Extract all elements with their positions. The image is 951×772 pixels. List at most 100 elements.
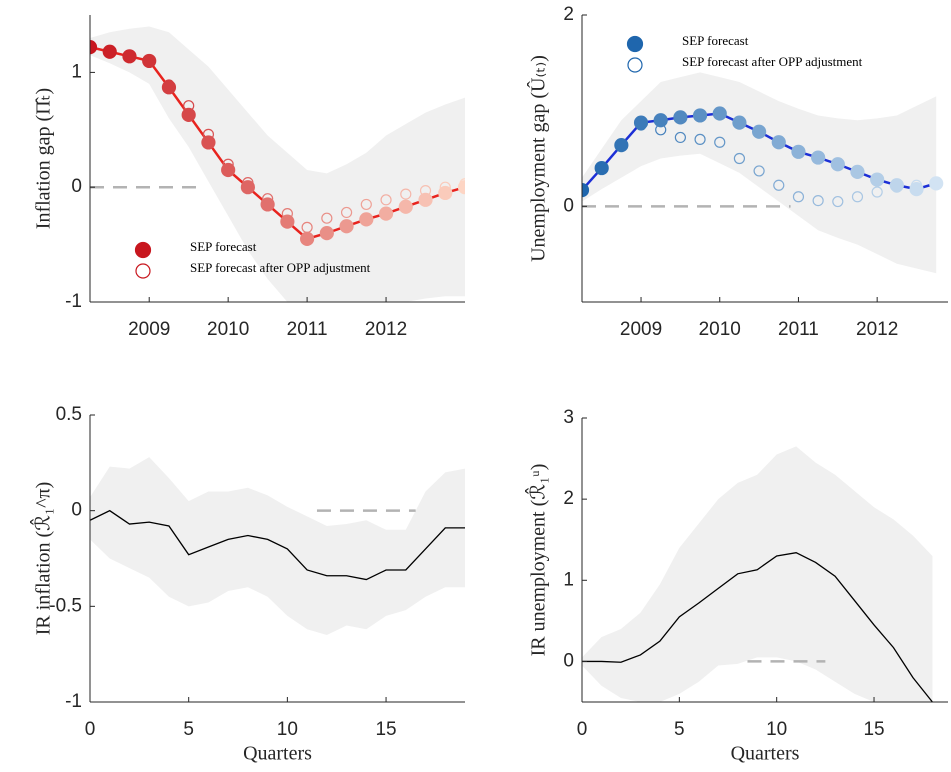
marker: [438, 185, 453, 201]
x-tick-label: 2011: [287, 319, 328, 340]
marker: [439, 181, 451, 193]
x-tick-label: 10: [766, 719, 787, 740]
marker: [582, 182, 590, 198]
y-tick-label: -1: [65, 691, 82, 712]
plot-area: [582, 72, 937, 274]
marker: [123, 49, 136, 61]
plot-area: [90, 457, 465, 636]
marker: [260, 197, 275, 212]
marker: [850, 164, 865, 179]
marker: [359, 212, 374, 227]
legend-marker: [135, 263, 151, 279]
marker: [930, 176, 942, 189]
y-tick-label: 0: [71, 176, 82, 197]
y-tick-label: 0.5: [56, 404, 82, 425]
y-axis-label: IR inflation (ℛ̂₁^π): [30, 482, 55, 636]
marker: [104, 46, 116, 58]
marker: [673, 110, 688, 125]
marker: [418, 192, 433, 207]
legend-label: SEP forecast: [682, 33, 749, 48]
confidence-band: [90, 26, 465, 302]
y-axis-label: Inflation gap (Π̂ₜ): [33, 88, 55, 229]
marker: [732, 115, 747, 130]
marker: [419, 185, 432, 197]
y-axis-label: Unemployment gap (Û₍ₜ₎): [526, 55, 550, 262]
marker: [692, 108, 708, 123]
marker: [733, 152, 746, 165]
y-tick-label: 0: [563, 195, 574, 216]
marker: [751, 124, 767, 139]
confidence-band: [582, 72, 937, 274]
marker: [222, 158, 234, 170]
marker: [90, 40, 98, 55]
plot-area: [582, 446, 933, 702]
marker: [674, 131, 686, 144]
marker: [459, 178, 465, 190]
confidence-band: [90, 457, 465, 636]
marker: [400, 188, 412, 200]
marker: [871, 186, 883, 198]
confidence-band: [582, 446, 933, 702]
marker: [633, 115, 649, 130]
x-tick-label: 10: [277, 719, 298, 740]
marker: [791, 144, 806, 159]
plot-lines: [582, 552, 933, 702]
marker: [714, 136, 726, 148]
marker: [615, 139, 627, 151]
marker: [830, 157, 845, 172]
marker: [811, 150, 826, 165]
marker: [870, 172, 885, 187]
y-tick-label: 2: [563, 488, 574, 509]
marker: [183, 100, 195, 112]
x-tick-label: 5: [674, 719, 685, 740]
x-tick-label: 2010: [699, 319, 741, 340]
x-tick-label: 0: [577, 719, 588, 740]
legend-label: SEP forecast: [190, 239, 257, 254]
marker: [262, 193, 274, 205]
marker: [281, 208, 293, 220]
plot-lines: [90, 509, 465, 581]
marker: [655, 124, 667, 136]
x-tick-label: 2009: [620, 319, 662, 340]
marker: [596, 162, 608, 174]
x-tick-label: 2009: [128, 319, 170, 340]
marker: [909, 182, 924, 197]
y-tick-label: -1: [65, 291, 82, 312]
marker: [771, 135, 786, 150]
marker: [301, 221, 313, 233]
plot-lines: [90, 40, 465, 246]
marker: [378, 206, 394, 221]
marker: [635, 119, 647, 131]
x-tick-label: 2012: [856, 319, 898, 340]
x-tick-label: 2010: [207, 319, 249, 340]
series-line: [90, 509, 465, 581]
x-tick-label: 2011: [778, 319, 819, 340]
y-tick-label: 1: [71, 61, 82, 82]
marker: [300, 231, 315, 246]
marker: [242, 177, 254, 189]
marker: [280, 214, 295, 229]
legend-marker: [627, 57, 643, 73]
y-tick-label: 0: [71, 500, 82, 521]
y-tick-label: 0: [563, 650, 574, 671]
legend-marker: [134, 241, 152, 259]
x-tick-label: 2012: [365, 319, 407, 340]
marker: [398, 199, 413, 214]
marker: [181, 107, 196, 122]
y-tick-label: 3: [563, 407, 574, 428]
x-tick-label: 15: [863, 719, 884, 740]
marker: [321, 212, 333, 224]
marker: [832, 195, 844, 208]
legend-label: SEP forecast after OPP adjustment: [190, 260, 371, 275]
marker: [773, 179, 785, 191]
x-axis-label: Quarters: [243, 743, 312, 765]
x-axis-label: Quarters: [731, 743, 800, 765]
x-tick-label: 5: [183, 719, 194, 740]
marker: [380, 194, 392, 206]
y-axis-label: IR unemployment (ℛ̂₁ᵘ): [525, 464, 550, 657]
marker: [339, 219, 354, 234]
marker: [753, 165, 765, 177]
x-tick-label: 15: [375, 719, 396, 740]
y-tick-label: 1: [563, 569, 574, 590]
